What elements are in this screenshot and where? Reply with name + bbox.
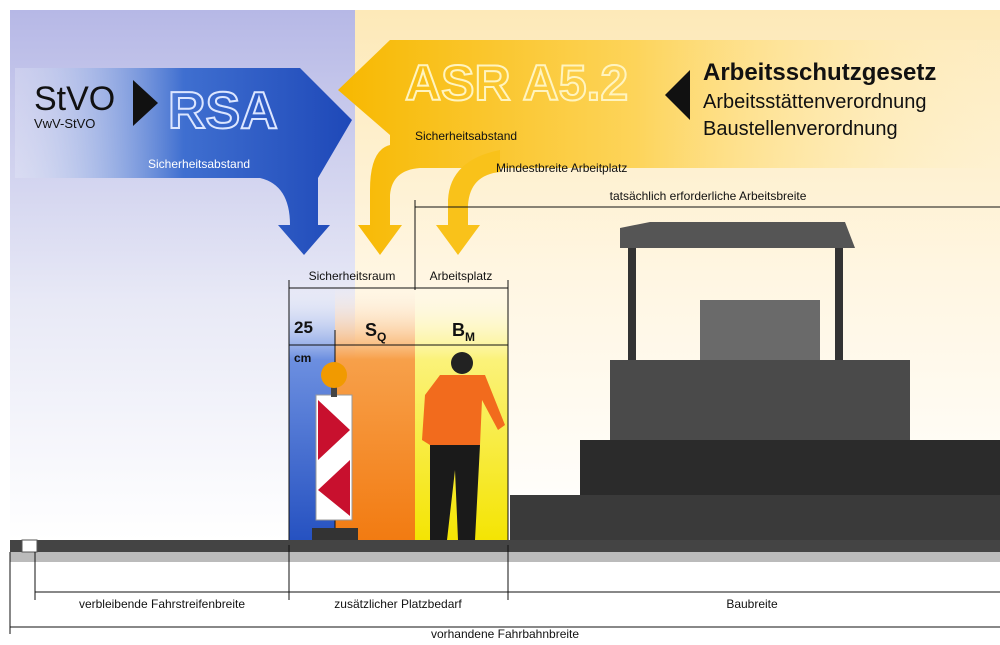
subscript: M	[465, 330, 475, 344]
symbol: S	[365, 320, 377, 340]
dimension-label: zusätzlicher Platzbedarf	[334, 597, 462, 611]
road-surface	[10, 540, 1000, 552]
arrow-label: Sicherheitsabstand	[415, 129, 517, 143]
paver-screed	[510, 495, 1000, 540]
vwv-label: VwV-StVO	[34, 116, 95, 131]
dimension-label: verbleibende Fahrstreifenbreite	[79, 597, 245, 611]
law-title: Arbeitsschutzgesetz	[703, 59, 936, 86]
stvo-label: StVO	[34, 80, 115, 118]
paver-body	[610, 360, 910, 440]
gap-value: 25	[294, 318, 313, 337]
dimension-label: tatsächlich erforderliche Arbeitsbreite	[610, 189, 807, 203]
warning-light	[321, 362, 347, 388]
lane-marker	[22, 540, 37, 552]
asr-label: ASR A5.2	[405, 55, 628, 111]
gap-unit: cm	[294, 351, 311, 365]
barrier-foot	[312, 528, 358, 540]
law-item: Arbeitsstättenverordnung	[703, 91, 926, 113]
diagram: StVO VwV-StVO RSA ASR A5.2 Arbeitsschutz…	[0, 0, 1000, 640]
worker-head	[451, 352, 473, 374]
law-item: Baustellenverordnung	[703, 118, 898, 140]
arrow-label: Sicherheitsabstand	[148, 157, 250, 171]
zone-label: Sicherheitsraum	[309, 269, 396, 283]
dimension-label: Baubreite	[726, 597, 778, 611]
paver-base	[580, 440, 1000, 500]
paver-seat	[700, 300, 820, 360]
zone-label: Arbeitsplatz	[430, 269, 493, 283]
paver-roof	[620, 222, 855, 248]
road-base	[10, 552, 1000, 562]
symbol: B	[452, 320, 465, 340]
rsa-label: RSA	[168, 82, 278, 140]
subscript: Q	[377, 330, 386, 344]
dimension-label: vorhandene Fahrbahnbreite	[431, 627, 579, 640]
arrow-label: Mindestbreite Arbeitplatz	[496, 161, 627, 175]
